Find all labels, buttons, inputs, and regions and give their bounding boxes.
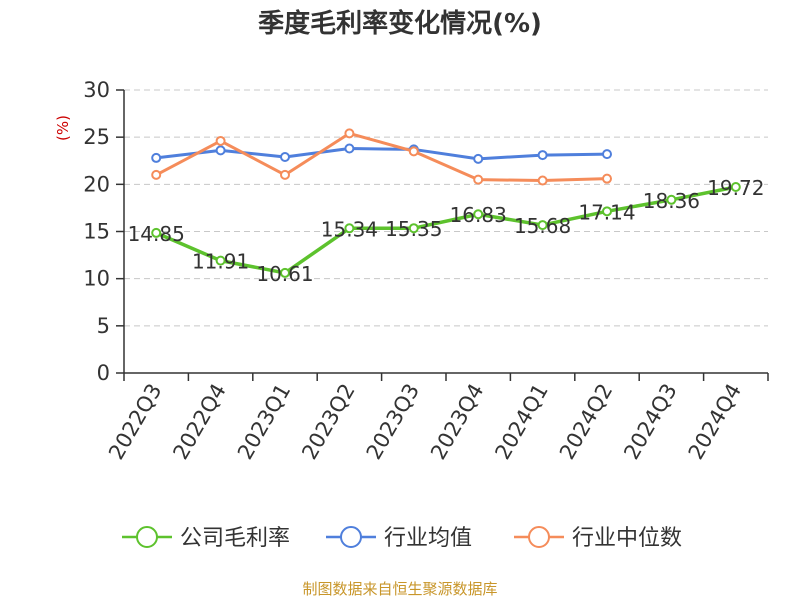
data-point bbox=[408, 223, 419, 234]
data-label: 15.68 bbox=[514, 214, 571, 238]
y-tick-label: 15 bbox=[83, 220, 110, 244]
data-point bbox=[344, 223, 355, 234]
x-tick-label: 2023Q2 bbox=[297, 380, 359, 464]
x-tick-label: 2024Q4 bbox=[684, 380, 746, 464]
x-tick-label: 2023Q3 bbox=[362, 380, 424, 464]
x-tick-label: 2023Q1 bbox=[233, 380, 295, 464]
legend-label: 行业均值 bbox=[384, 526, 472, 551]
y-axis-label: (%) bbox=[54, 115, 72, 141]
data-point bbox=[537, 175, 548, 186]
data-point bbox=[344, 128, 355, 139]
data-label: 14.85 bbox=[128, 222, 185, 246]
legend-swatch-marker bbox=[340, 526, 362, 548]
data-point bbox=[602, 173, 612, 184]
data-label: 11.91 bbox=[192, 250, 249, 274]
data-label: 15.35 bbox=[385, 217, 442, 241]
series-line-2 bbox=[156, 146, 608, 161]
legend: 公司毛利率 行业均值 行业中位数 bbox=[122, 526, 682, 551]
data-point bbox=[473, 153, 484, 164]
data-point bbox=[730, 181, 741, 192]
data-point bbox=[215, 145, 226, 156]
data-point bbox=[408, 146, 419, 157]
y-tick-label: 0 bbox=[97, 361, 110, 385]
data-label: 19.72 bbox=[707, 176, 764, 200]
data-point bbox=[280, 169, 290, 180]
series-lines bbox=[151, 128, 741, 278]
source-note: 制图数据来自恒生聚源数据库 bbox=[302, 580, 497, 598]
data-point bbox=[537, 150, 548, 161]
data-point bbox=[151, 152, 162, 163]
data-point bbox=[280, 267, 290, 278]
legend-swatch-marker bbox=[528, 526, 550, 548]
y-tick-label: 5 bbox=[97, 314, 110, 338]
data-point bbox=[151, 227, 162, 238]
x-tick-label: 2023Q4 bbox=[426, 380, 488, 464]
x-tick-label: 2022Q3 bbox=[104, 380, 166, 464]
x-tick-label: 2022Q4 bbox=[168, 380, 230, 464]
data-labels: 14.85 11.91 10.61 15.34 15.35 16.83 15.68 17.14… bbox=[128, 176, 765, 286]
data-point bbox=[280, 151, 290, 162]
x-tick-label: 2024Q2 bbox=[555, 380, 617, 464]
gridlines bbox=[124, 89, 768, 327]
series-line-1 bbox=[155, 185, 737, 275]
data-point bbox=[473, 209, 484, 220]
x-tick-label: 2024Q3 bbox=[619, 380, 681, 464]
y-tick-label: 20 bbox=[83, 172, 110, 196]
legend-swatch-marker bbox=[136, 526, 158, 548]
data-point bbox=[151, 169, 162, 180]
y-tick-label: 30 bbox=[83, 78, 110, 102]
y-tick-label: 10 bbox=[83, 267, 110, 291]
data-label: 10.61 bbox=[256, 262, 313, 286]
data-point bbox=[215, 255, 226, 266]
series-line-3 bbox=[155, 131, 608, 183]
x-tick-label: 2024Q1 bbox=[490, 380, 552, 464]
data-label: 18.36 bbox=[643, 189, 700, 213]
data-point bbox=[537, 220, 548, 231]
data-point bbox=[602, 206, 612, 217]
legend-label: 行业中位数 bbox=[572, 526, 682, 551]
data-point bbox=[215, 135, 226, 146]
data-point bbox=[344, 143, 355, 154]
legend-label: 公司毛利率 bbox=[180, 526, 290, 551]
data-label: 17.14 bbox=[578, 200, 635, 224]
data-point bbox=[602, 149, 612, 160]
data-point bbox=[666, 194, 677, 205]
chart-title: 季度毛利率变化情况(%) bbox=[258, 8, 542, 39]
y-tick-label: 25 bbox=[83, 125, 110, 149]
data-point bbox=[473, 174, 484, 185]
data-label: 15.34 bbox=[321, 217, 378, 241]
data-label: 16.83 bbox=[450, 203, 507, 227]
